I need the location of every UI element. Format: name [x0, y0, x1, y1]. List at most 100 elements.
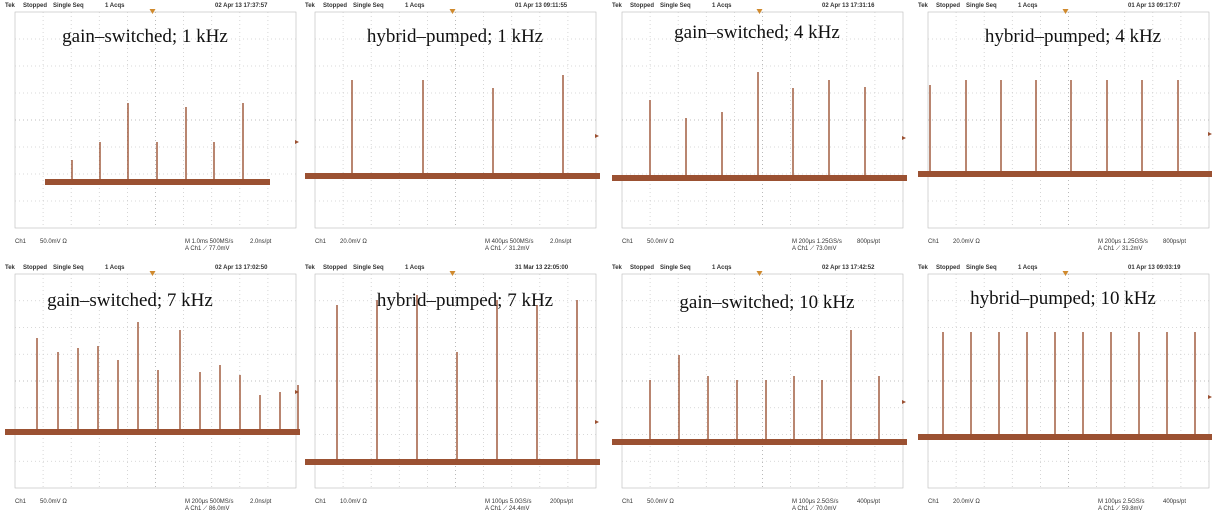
- footer-text: Ch1: [928, 499, 940, 505]
- footer-text: A Ch1 ⟋ 77.0mV: [185, 245, 230, 252]
- footer-text: A Ch1 ⟋ 73.0mV: [792, 245, 837, 252]
- footer-text: Ch1: [928, 239, 940, 245]
- trace-baseline: [612, 175, 907, 181]
- footer-text: M 200μs 1.25GS/s: [792, 239, 842, 245]
- footer-text: Ch1: [315, 239, 327, 245]
- header-text: 02 Apr 13 17:31:16: [822, 3, 875, 9]
- footer-text: M 1.0ms 500MS/s: [185, 239, 233, 245]
- footer-text: 20.0mV Ω: [953, 499, 980, 505]
- header-text: 1 Acqs: [1018, 3, 1038, 9]
- panel-title: gain–switched; 1 kHz: [62, 26, 228, 47]
- scope-panel: TekStoppedSingle Seq1 Acqs31 Mar 13 22:0…: [305, 265, 600, 512]
- panel-title: hybrid–pumped; 4 kHz: [985, 26, 1161, 47]
- header-text: Single Seq: [660, 265, 691, 271]
- footer-text: Ch1: [315, 499, 327, 505]
- header-text: 1 Acqs: [405, 3, 425, 9]
- footer-text: A Ch1 ⟋ 31.2mV: [1098, 245, 1143, 252]
- footer-text: 200ps/pt: [550, 499, 573, 505]
- footer-text: 50.0mV Ω: [647, 239, 674, 245]
- header-text: 1 Acqs: [1018, 265, 1038, 271]
- header-text: Tek: [305, 3, 316, 9]
- scope-panel: Tek Stopped Single Seq 1 Acqs 01 Apr 13 09:0…: [918, 265, 1212, 512]
- panel-title: hybrid–pumped; 10 kHz: [970, 288, 1156, 309]
- trace-baseline: [612, 439, 907, 445]
- header-text: Stopped: [630, 265, 654, 271]
- footer-text: 50.0mV Ω: [647, 499, 674, 505]
- header-text: 1 Acqs: [712, 265, 732, 271]
- scope-panel: Tek Stopped Single Seq 1 Acqs 01 Apr 13 09:1…: [918, 3, 1212, 252]
- header-text: 1 Acqs: [405, 265, 425, 271]
- footer-text: M 200μs 500MS/s: [185, 499, 233, 505]
- header-text: Single Seq: [660, 3, 691, 9]
- header-text: 1 Acqs: [712, 3, 732, 9]
- header-text: Tek: [612, 3, 623, 9]
- footer-text: 10.0mV Ω: [340, 499, 367, 505]
- footer-text: Ch1: [15, 239, 27, 245]
- footer-text: M 100μs 2.5GS/s: [792, 499, 838, 505]
- footer-text: M 200μs 1.25GS/s: [1098, 239, 1148, 245]
- header-text: 01 Apr 13 09:17:07: [1128, 3, 1181, 9]
- header-text: 02 Apr 13 17:02:50: [215, 265, 268, 271]
- footer-text: Ch1: [15, 499, 27, 505]
- header-text: Single Seq: [966, 3, 997, 9]
- trace-baseline: [918, 171, 1212, 177]
- header-text: Single Seq: [966, 265, 997, 271]
- footer-text: A Ch1 ⟋ 59.8mV: [1098, 505, 1143, 512]
- header-text: Tek: [305, 265, 316, 271]
- level-marker: [295, 140, 299, 144]
- footer-text: 400ps/pt: [1163, 499, 1186, 505]
- header-text: Stopped: [323, 265, 347, 271]
- trace-baseline: [918, 434, 1212, 440]
- header-text: 1 Acqs: [105, 265, 125, 271]
- level-marker: [595, 420, 599, 424]
- header-text: 02 Apr 13 17:42:52: [822, 265, 875, 271]
- level-marker: [902, 136, 906, 140]
- figure: Tek Stopped Single Seq 1 Acqs 02 Apr 13 17:3…: [0, 0, 1220, 515]
- footer-text: M 100μs 2.5GS/s: [1098, 499, 1144, 505]
- panel-title: gain–switched; 4 kHz: [674, 22, 840, 43]
- footer-text: A Ch1 ⟋ 31.2mV: [485, 245, 530, 252]
- header-text: Tek: [918, 3, 929, 9]
- header-text: Stopped: [630, 3, 654, 9]
- header-text: Single Seq: [53, 265, 84, 271]
- footer-text: 2.0ns/pt: [250, 499, 272, 505]
- header-text: Stopped: [23, 3, 47, 9]
- header-text: Tek: [612, 265, 623, 271]
- header-text: Tek: [918, 265, 929, 271]
- footer-text: 400ps/pt: [857, 499, 880, 505]
- footer-text: A Ch1 ⟋ 86.0mV: [185, 505, 230, 512]
- footer-text: A Ch1 ⟋ 24.4mV: [485, 505, 530, 512]
- trace-baseline: [305, 173, 600, 179]
- footer-text: M 100μs 5.0GS/s: [485, 499, 531, 505]
- footer-text: 50.0mV Ω: [40, 499, 67, 505]
- header-text: Single Seq: [353, 265, 384, 271]
- header-text: Stopped: [23, 265, 47, 271]
- footer-text: 20.0mV Ω: [953, 239, 980, 245]
- level-marker: [1208, 395, 1212, 399]
- header-text: 1 Acqs: [105, 3, 125, 9]
- header-text: Stopped: [323, 3, 347, 9]
- header-text: 01 Apr 13 09:03:19: [1128, 265, 1181, 271]
- footer-text: 2.0ns/pt: [250, 239, 272, 245]
- level-marker: [902, 400, 906, 404]
- header-text: 01 Apr 13 09:11:55: [515, 3, 568, 9]
- footer-text: M 400μs 500MS/s: [485, 239, 533, 245]
- scope-panel: Tek Stopped Single Seq 1 Acqs 02 Apr 13 17:4…: [612, 265, 907, 512]
- header-text: Single Seq: [53, 3, 84, 9]
- header-text: Tek: [5, 265, 16, 271]
- header-text: Stopped: [936, 265, 960, 271]
- footer-text: A Ch1 ⟋ 70.0mV: [792, 505, 837, 512]
- footer-text: 50.0mV Ω: [40, 239, 67, 245]
- header-text: Tek: [5, 3, 16, 9]
- panel-title: gain–switched; 10 kHz: [679, 292, 854, 313]
- level-marker: [595, 134, 599, 138]
- trace-baseline: [5, 429, 300, 435]
- footer-text: 2.0ns/pt: [550, 239, 572, 245]
- footer-text: 20.0mV Ω: [340, 239, 367, 245]
- footer-text: Ch1: [622, 499, 634, 505]
- scope-panel: Tek Stopped Single Seq 1 Acqs 02 Apr 13 17:0…: [5, 265, 300, 512]
- header-text: Stopped: [936, 3, 960, 9]
- panel-title: hybrid–pumped; 1 kHz: [367, 26, 543, 47]
